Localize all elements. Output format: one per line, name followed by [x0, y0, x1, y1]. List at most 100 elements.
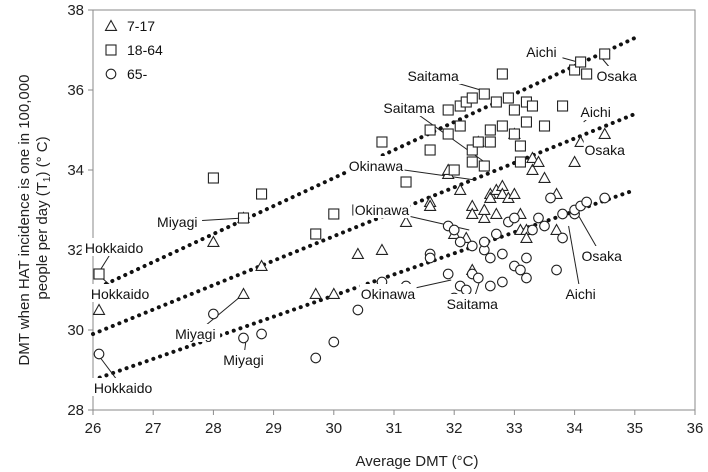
annotation-bg [152, 212, 203, 230]
data-point-7-17 [399, 215, 413, 227]
annotation-label: Hokkaido [91, 286, 150, 302]
data-point-65- [545, 192, 556, 204]
data-point-7-17 [550, 223, 563, 235]
annotation-bg [218, 350, 269, 368]
data-point-18-64 [472, 136, 484, 148]
x-tick-label: 30 [325, 420, 342, 437]
y-axis-label: DMT when HAT incidence is one in 100,000… [16, 70, 53, 365]
annotation-bg [583, 140, 626, 158]
data-point-65- [521, 272, 532, 284]
data-point-18-64 [237, 212, 250, 224]
data-point-7-17 [489, 207, 503, 219]
x-tick-label: 27 [145, 420, 162, 437]
annotation-bg [90, 378, 156, 396]
y-tick-label: 36 [67, 82, 84, 99]
data-point-65- [490, 228, 502, 240]
data-point-65- [527, 224, 538, 236]
data-point-18-64 [466, 156, 478, 168]
data-point-65- [454, 236, 466, 248]
data-point-18-64 [376, 136, 388, 148]
data-point-7-17 [574, 135, 588, 147]
data-point-65- [533, 212, 544, 224]
annotation-bg [574, 102, 617, 120]
y-tick-label: 30 [67, 322, 84, 339]
data-point-7-17 [327, 287, 341, 299]
data-point-7-17 [532, 155, 545, 167]
data-point-65- [310, 352, 322, 364]
data-point-18-64 [442, 128, 454, 140]
y-label-subscript: 1 [42, 176, 53, 182]
annotation-label: Okinawa [349, 158, 404, 174]
annotation-bg [359, 284, 417, 302]
y-label-text: people per day (T [34, 182, 51, 300]
data-point-65- [256, 328, 267, 340]
annotation-bg [353, 200, 411, 218]
x-tick-label: 29 [265, 420, 282, 437]
x-tick-label: 28 [205, 420, 222, 437]
annotation-label: Osaka [597, 68, 638, 84]
data-point-18-64 [466, 144, 478, 156]
data-point-7-17 [477, 203, 491, 215]
data-point-7-17 [255, 259, 268, 271]
annotation-label: Osaka [581, 248, 622, 264]
data-point-7-17 [206, 235, 220, 247]
data-point-18-64 [514, 140, 526, 152]
data-point-7-17 [526, 151, 539, 163]
data-point-18-64 [575, 56, 587, 68]
x-axis-label: Average DMT (°C) [356, 453, 479, 470]
data-point-65- [581, 196, 592, 208]
data-point-18-64 [484, 124, 496, 136]
x-tick-label: 32 [446, 420, 463, 437]
data-point-7-17 [423, 199, 437, 211]
data-point-65- [515, 264, 526, 276]
data-point-18-64 [310, 228, 322, 240]
data-point-65- [497, 248, 508, 260]
data-point-7-17 [538, 171, 551, 183]
data-point-18-64 [581, 68, 593, 80]
legend-marker [105, 68, 117, 80]
legend: 7-17 18-64 65- [104, 18, 163, 82]
annotation-leader [568, 225, 582, 295]
data-point-18-64 [514, 156, 526, 168]
annotation-bg [443, 294, 501, 312]
legend-label: 18-64 [127, 42, 163, 58]
data-point-65- [478, 236, 490, 248]
annotation-bg [380, 98, 438, 116]
data-point-18-64 [478, 160, 490, 172]
data-point-18-64 [207, 172, 219, 184]
y-tick-label: 32 [67, 242, 84, 259]
data-point-7-17 [483, 191, 497, 203]
annotation-bg [580, 246, 623, 264]
annotation-label: Hokkaido [85, 240, 144, 256]
data-point-18-64 [526, 100, 539, 112]
x-tick-label: 33 [506, 420, 523, 437]
data-point-65- [448, 224, 460, 236]
annotation-label: Aichi [565, 286, 595, 302]
data-points [92, 44, 618, 389]
data-point-7-17 [465, 207, 479, 219]
data-point-65- [557, 208, 568, 220]
data-point-65- [521, 252, 532, 264]
annotation-label: Osaka [584, 142, 625, 158]
data-point-18-64 [478, 88, 490, 100]
legend-label: 65- [127, 66, 148, 82]
data-point-7-17 [495, 187, 509, 199]
annotation-label: Saitama [407, 68, 459, 84]
annotation-label: Miyagi [175, 326, 215, 342]
x-tick-label: 26 [85, 420, 102, 437]
legend-label: 7-17 [127, 18, 155, 34]
annotation-label: Aichi [580, 104, 610, 120]
data-point-18-64 [328, 208, 340, 220]
data-point-18-64 [424, 144, 436, 156]
data-point-7-17 [568, 155, 582, 167]
data-point-18-64 [502, 92, 514, 104]
data-point-65- [460, 284, 472, 296]
data-point-65- [472, 272, 484, 284]
data-point-18-64 [448, 164, 460, 176]
data-point-7-17 [237, 287, 250, 299]
annotation-label: Aichi [526, 44, 556, 60]
data-point-18-64 [557, 100, 569, 112]
data-point-65- [599, 192, 611, 204]
data-point-65- [328, 336, 340, 348]
data-point-18-64 [508, 104, 520, 116]
